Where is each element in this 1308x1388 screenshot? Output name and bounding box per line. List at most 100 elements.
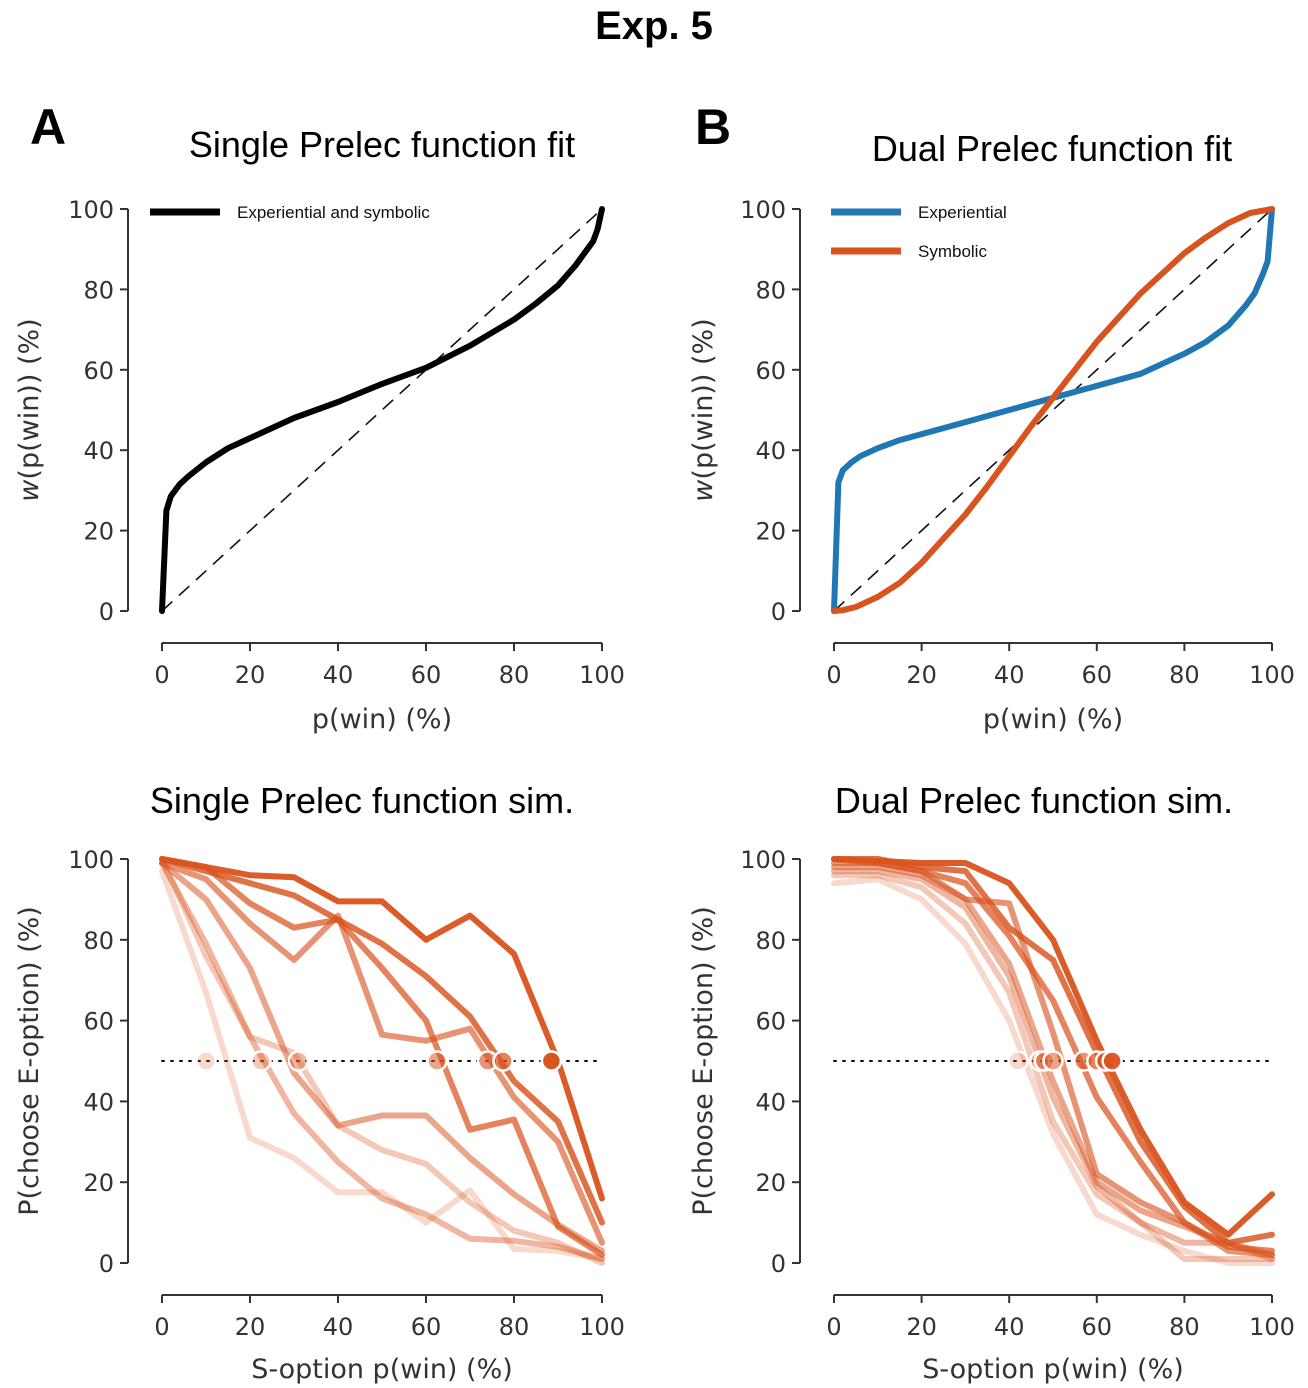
y-axis-label: P(choose E-option) (%) [14, 906, 45, 1216]
chart-a: 0 20 40 60 80 100 0 20 40 60 80 100 p(win) (%) w(p(wi… [14, 196, 625, 735]
figure-title: Exp. 5 [595, 4, 713, 48]
sim-series-line-4 [159, 860, 605, 1254]
y-tick-label: 0 [99, 1250, 114, 1278]
y-axis-label-rest: (p(win)) (%) [14, 318, 45, 479]
x-axis-label: S-option p(win) (%) [922, 1354, 1184, 1385]
sim-series-line-3 [159, 860, 605, 1262]
y-axis-label: P(choose E-option) (%) [688, 906, 719, 1216]
indifference-point-8 [1101, 1050, 1123, 1072]
sim-series-line-2 [159, 856, 605, 1266]
series-line-symbolic [831, 206, 1275, 614]
x-tick-label: 40 [994, 661, 1025, 689]
sim-series-line-6 [831, 856, 1275, 1254]
chart-c: 0 20 40 60 80 100 0 20 40 60 80 100 S-option p(win) … [14, 846, 625, 1385]
x-tick-label: 100 [1249, 661, 1295, 689]
y-tick-label: 80 [755, 276, 786, 304]
x-tick-label: 60 [1082, 661, 1113, 689]
x-tick-label: 80 [1169, 1313, 1200, 1341]
y-axis-label-italic: w [688, 479, 719, 502]
x-tick-label: 60 [411, 1313, 442, 1341]
x-tick-label: 0 [154, 1313, 169, 1341]
y-tick-label: 60 [83, 1008, 114, 1036]
x-tick-label: 60 [1082, 1313, 1113, 1341]
x-tick-label: 100 [579, 661, 625, 689]
y-tick-label: 20 [755, 518, 786, 546]
y-tick-label: 0 [771, 1250, 786, 1278]
x-tick-label: 20 [235, 1313, 266, 1341]
indifference-point-4 [1042, 1050, 1064, 1072]
sim-series-line-1 [831, 876, 1275, 1266]
y-tick-label: 20 [83, 1169, 114, 1197]
x-tick-label: 20 [906, 1313, 937, 1341]
indifference-point-2 [250, 1050, 272, 1072]
sim-series-line-5 [159, 860, 605, 1246]
series-line-experiential-and-symbolic [159, 206, 605, 614]
sim-series-line-1 [159, 868, 605, 1262]
y-axis-label-rest: (p(win)) (%) [688, 318, 719, 479]
y-tick-label: 80 [83, 927, 114, 955]
indifference-point-8 [540, 1050, 563, 1072]
y-tick-label: 60 [755, 1008, 786, 1036]
sim-series-line-3 [831, 868, 1275, 1262]
identity-line [161, 208, 603, 612]
y-tick-label: 100 [740, 846, 786, 874]
y-tick-label: 40 [83, 437, 114, 465]
x-tick-label: 40 [994, 1313, 1025, 1341]
x-axis-label: p(win) (%) [983, 704, 1123, 735]
panel-letter-b: B [695, 99, 732, 155]
x-tick-label: 80 [1169, 661, 1200, 689]
x-tick-label: 0 [826, 661, 841, 689]
legend-label: Experiential and symbolic [237, 203, 430, 222]
panel-a-title: Single Prelec function fit [188, 124, 576, 165]
x-tick-label: 60 [411, 661, 442, 689]
y-tick-label: 60 [83, 357, 114, 385]
indifference-point-3 [287, 1050, 310, 1072]
x-tick-label: 100 [1249, 1313, 1295, 1341]
indifference-point-4 [426, 1050, 448, 1072]
panel-b-title: Dual Prelec function fit [871, 128, 1233, 169]
sim-series-line-6 [159, 856, 605, 1258]
x-tick-label: 80 [499, 1313, 530, 1341]
x-tick-label: 80 [499, 661, 530, 689]
y-tick-label: 80 [755, 927, 786, 955]
y-tick-label: 40 [755, 1088, 786, 1116]
sim-series-line-2 [831, 872, 1275, 1262]
y-tick-label: 20 [83, 518, 114, 546]
y-axis-label-italic: w [14, 479, 45, 502]
chart-b: 0 20 40 60 80 100 0 20 40 60 80 100 p(win) (%) w(p(wi… [688, 196, 1295, 735]
x-tick-label: 20 [235, 661, 266, 689]
y-tick-label: 60 [755, 357, 786, 385]
series-line-experiential [831, 206, 1275, 614]
legend-label: Experiential [918, 203, 1007, 222]
y-tick-label: 80 [83, 276, 114, 304]
x-tick-label: 40 [323, 1313, 354, 1341]
y-axis-label: w(p(win)) (%) [14, 318, 45, 501]
indifference-point-6 [492, 1050, 514, 1072]
identity-line [833, 208, 1273, 612]
y-tick-label: 0 [771, 598, 786, 626]
x-axis-label: S-option p(win) (%) [251, 1354, 513, 1385]
y-axis-label: w(p(win)) (%) [688, 318, 719, 501]
indifference-point-1 [1007, 1050, 1029, 1072]
y-tick-label: 100 [68, 846, 114, 874]
x-tick-label: 0 [154, 661, 169, 689]
sim-series-line-8 [831, 856, 1275, 1238]
y-tick-label: 100 [740, 196, 786, 224]
x-tick-label: 0 [826, 1313, 841, 1341]
indifference-point-1 [195, 1050, 217, 1072]
y-tick-label: 40 [755, 437, 786, 465]
sim-series-line-8 [159, 856, 605, 1202]
x-tick-label: 40 [323, 661, 354, 689]
chart-d: 0 20 40 60 80 100 0 20 40 60 80 100 S-option p(win) … [688, 846, 1295, 1385]
panel-letter-a: A [30, 99, 67, 155]
panel-c-title: Single Prelec function sim. [149, 780, 575, 821]
sim-series-line-7 [159, 856, 605, 1226]
panel-d-title: Dual Prelec function sim. [834, 780, 1234, 821]
legend-label: Symbolic [918, 242, 987, 261]
x-tick-label: 100 [579, 1313, 625, 1341]
y-tick-label: 0 [99, 598, 114, 626]
x-axis-label: p(win) (%) [312, 704, 452, 735]
x-tick-label: 20 [906, 661, 937, 689]
y-tick-label: 100 [68, 196, 114, 224]
